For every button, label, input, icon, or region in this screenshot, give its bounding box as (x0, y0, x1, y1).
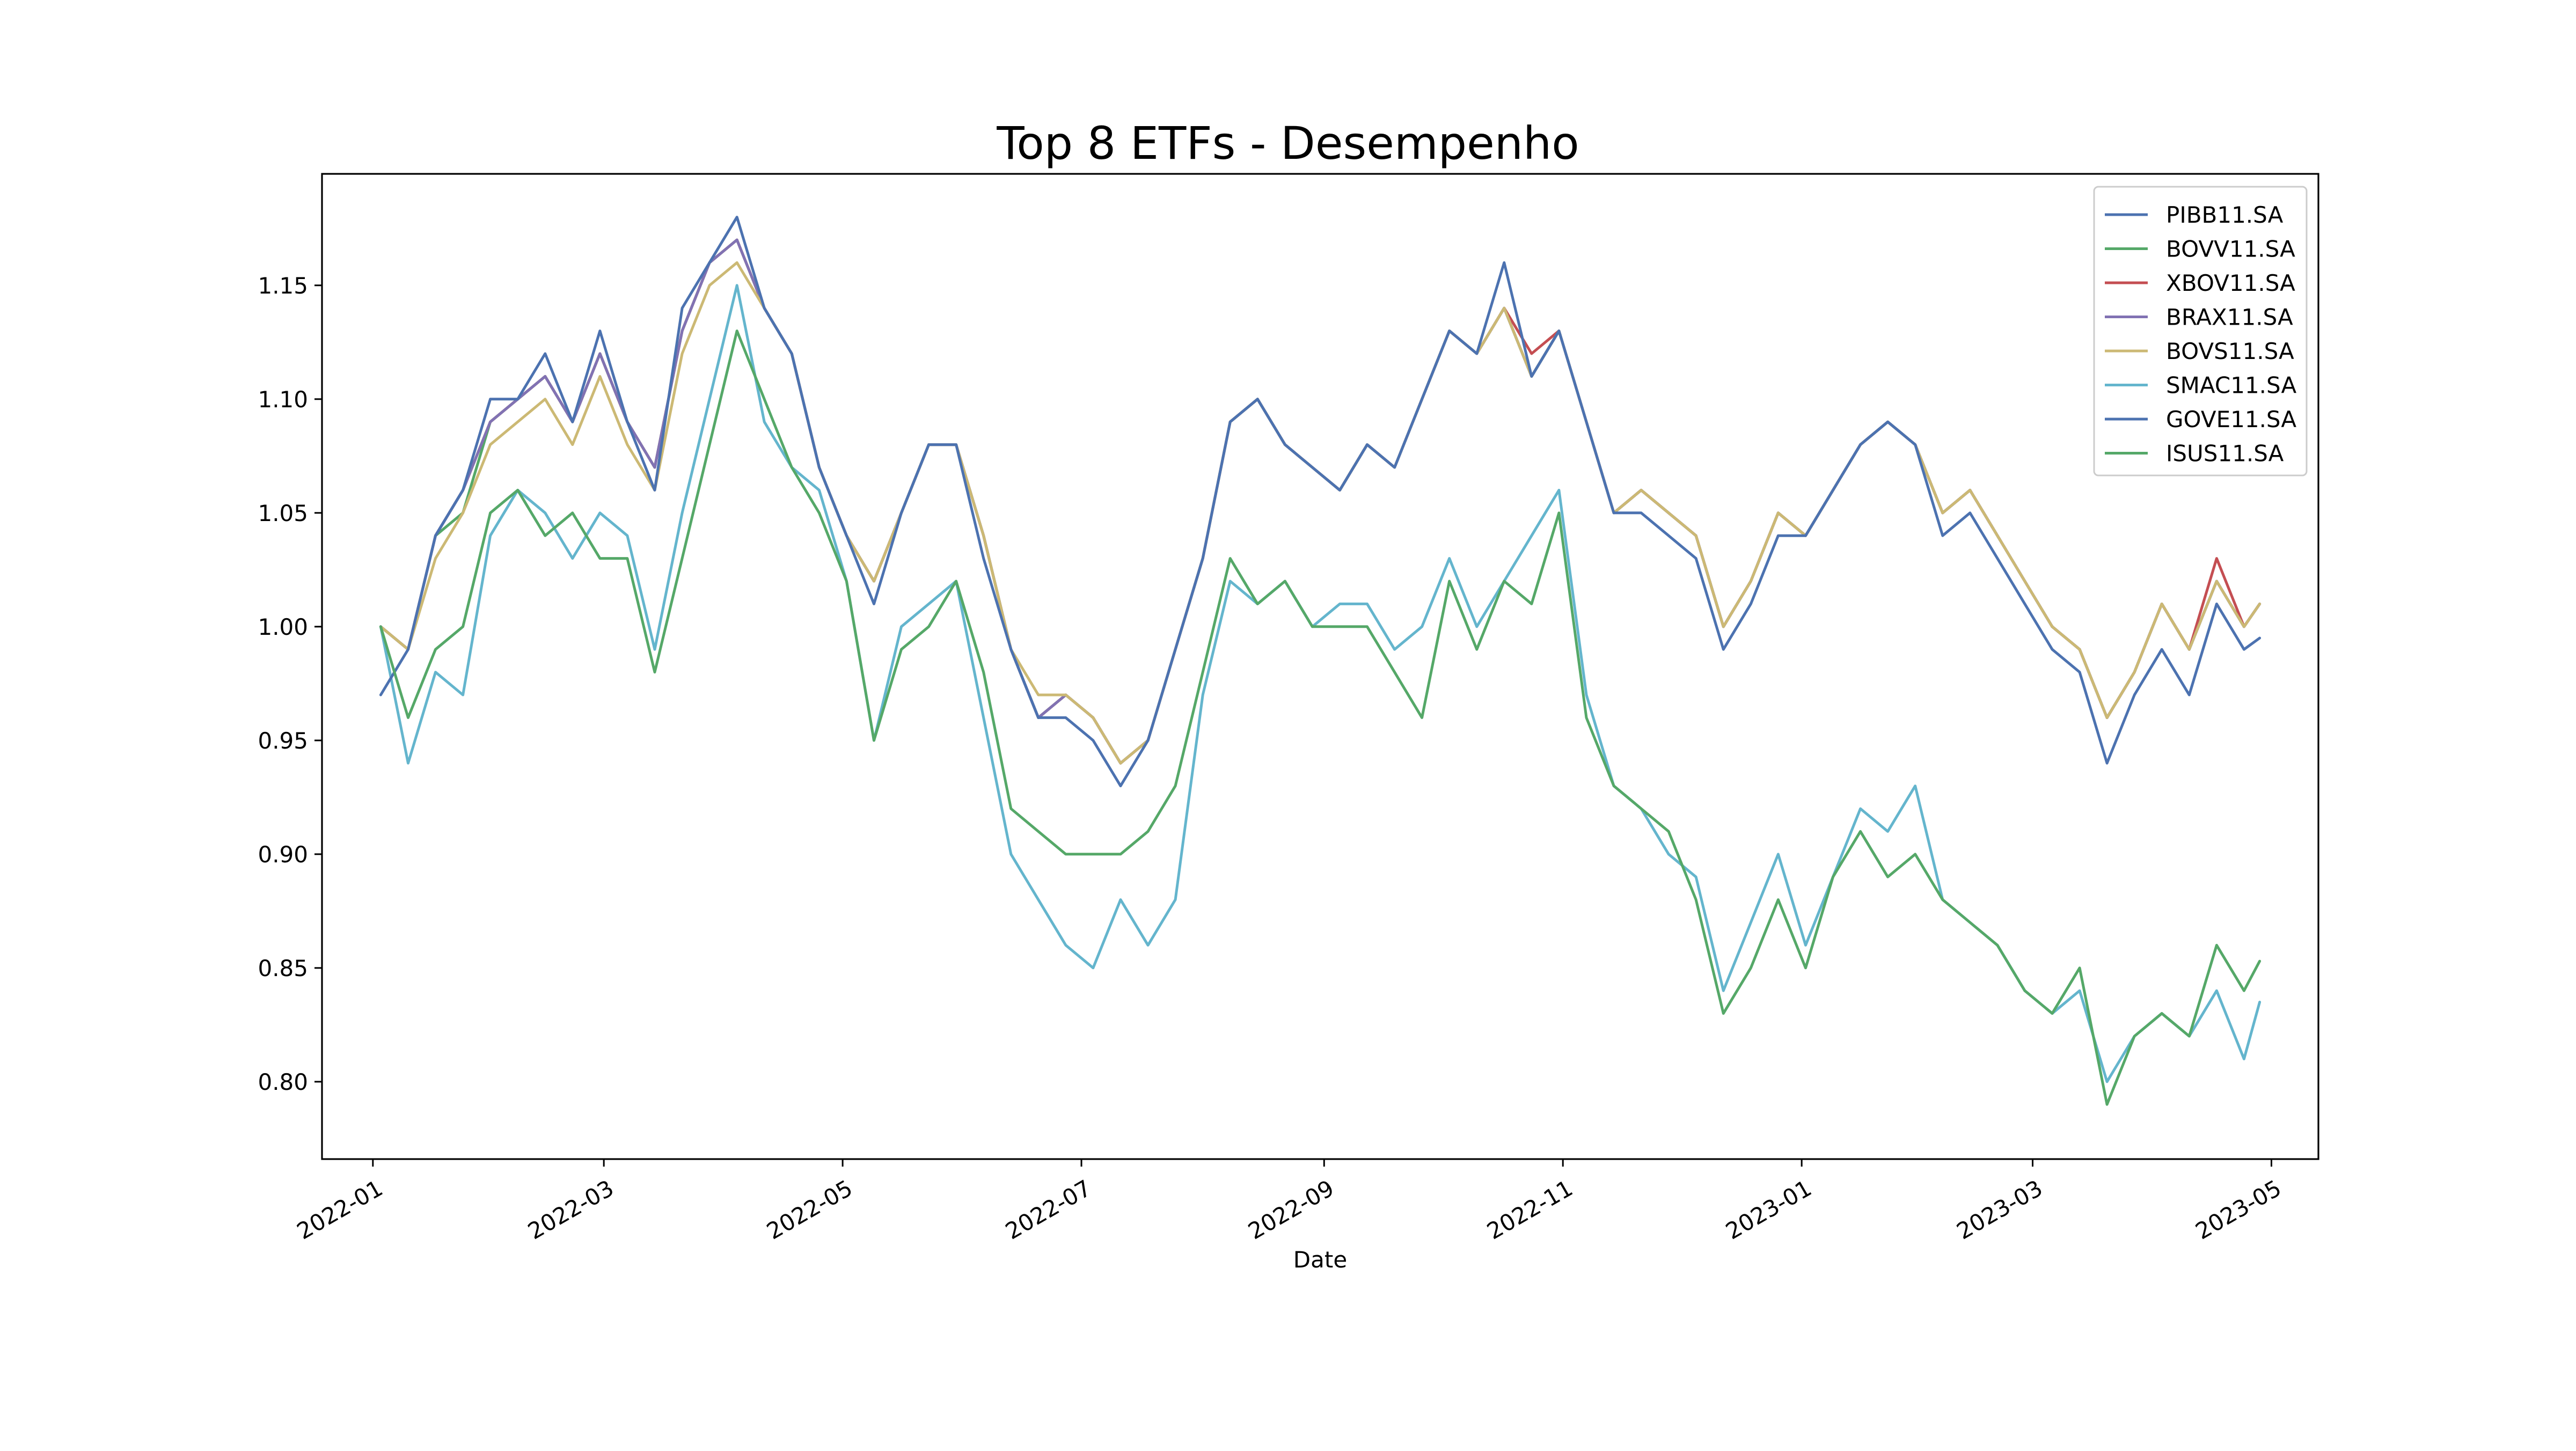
legend-label: BRAX11.SA (2166, 304, 2293, 331)
y-tick-label: 1.10 (258, 386, 308, 413)
legend-label: BOVS11.SA (2166, 338, 2294, 364)
legend-label: ISUS11.SA (2166, 441, 2284, 467)
legend: PIBB11.SA BOVV11.SA XBOV11.SA BRAX11.SA BOVS… (2093, 186, 2308, 477)
legend-label: SMAC11.SA (2166, 372, 2296, 399)
series-line-isus11-sa (379, 329, 2262, 1106)
y-tick-label: 0.90 (258, 841, 308, 868)
y-tick-label: 1.00 (258, 614, 308, 640)
legend-box (2093, 186, 2308, 477)
legend-label: PIBB11.SA (2166, 202, 2284, 228)
y-tick-label: 0.80 (258, 1069, 308, 1095)
y-tick-label: 0.85 (258, 955, 308, 981)
y-axis: 0.80 0.85 0.90 0.95 1.00 1.05 1.10 1.15 (258, 273, 322, 1095)
y-tick-label: 1.15 (258, 273, 308, 299)
legend-label: XBOV11.SA (2166, 270, 2295, 296)
x-axis-label: Date (1293, 1247, 1347, 1273)
plot-frame (321, 173, 2319, 1160)
y-tick-label: 0.95 (258, 728, 308, 754)
series-line-gove11-sa (379, 216, 2262, 788)
plot-area (379, 216, 2262, 1106)
y-tick-label: 1.05 (258, 500, 308, 526)
legend-label: BOVV11.SA (2166, 236, 2295, 262)
legend-label: GOVE11.SA (2166, 406, 2296, 433)
chart-title: Top 8 ETFs - Desempenho (996, 117, 1579, 170)
